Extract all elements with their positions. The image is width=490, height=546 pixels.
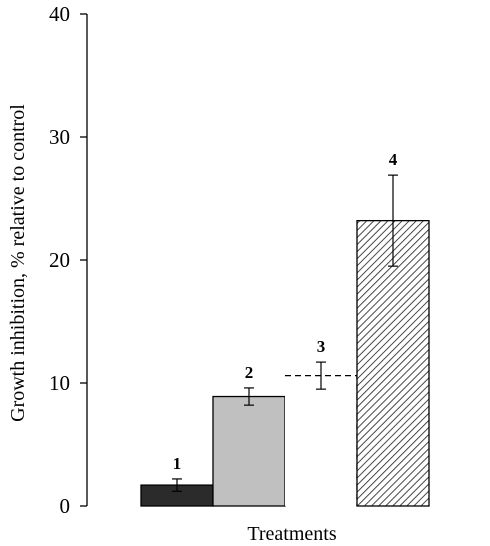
x-axis-title: Treatments [247,523,336,545]
y-tick-label-30: 30 [49,125,70,149]
bar-label-3: 3 [317,337,326,356]
y-tick-label-0: 0 [60,494,71,518]
bar-label-1: 1 [173,454,182,473]
y-tick-label-20: 20 [49,248,70,272]
bar-3 [285,375,357,506]
plot-area: 0 10 20 30 40 1 2 3 4 [49,2,430,518]
y-tick-label-10: 10 [49,371,70,395]
bar-label-2: 2 [245,363,254,382]
y-axis-title: Growth inhibition, % relative to control [7,104,29,422]
bar-4 [356,219,430,507]
bar-2 [212,395,286,507]
y-tick-label-40: 40 [49,2,70,26]
bar-label-4: 4 [389,150,398,169]
